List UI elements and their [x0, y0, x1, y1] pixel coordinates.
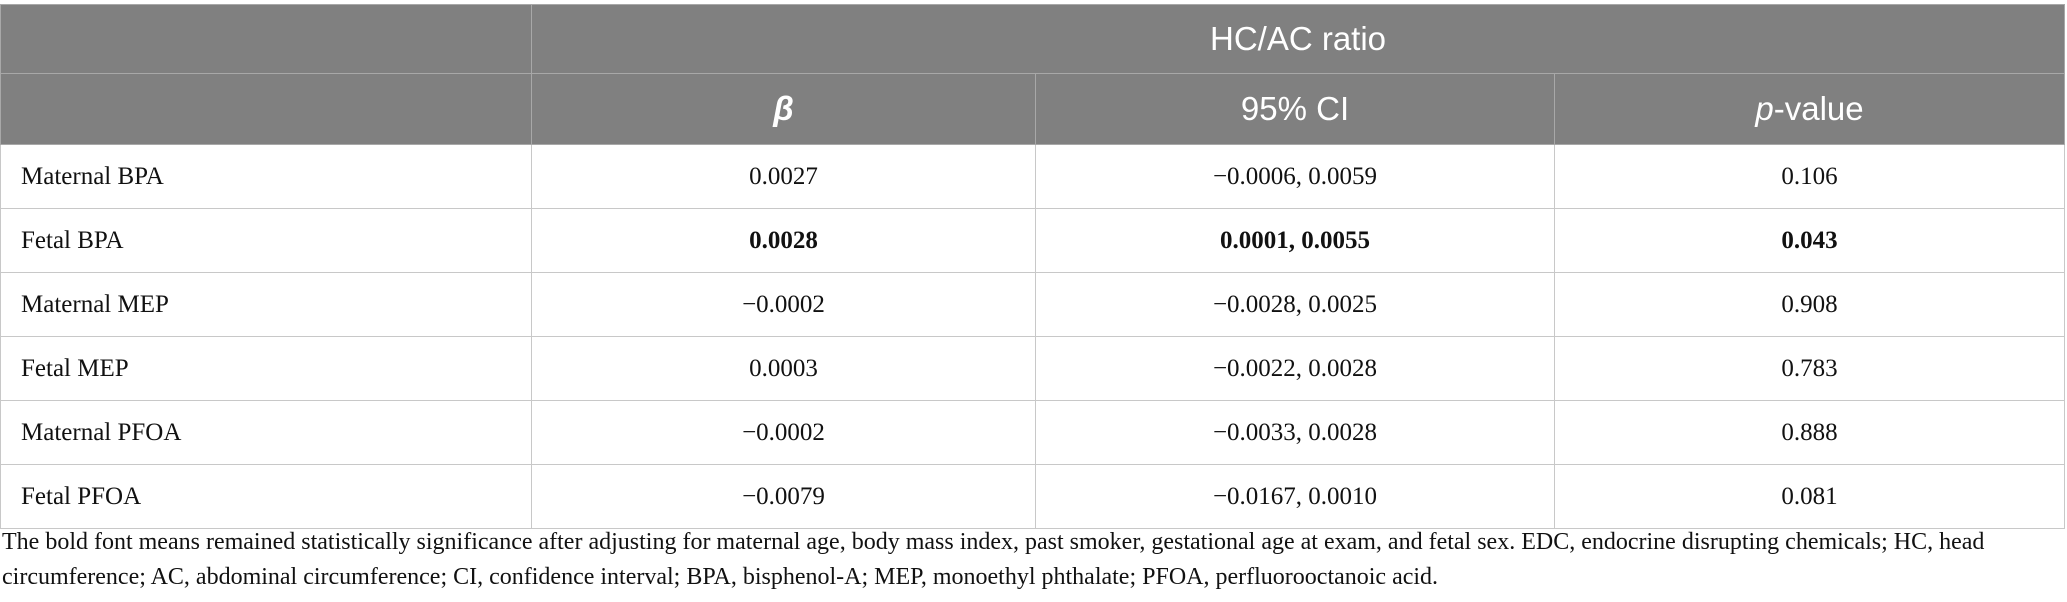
footnote: The bold font means remained statistical…: [2, 529, 1985, 590]
row-label: Maternal PFOA: [0, 400, 532, 465]
table-row: Fetal PFOA −0.0079 −0.0167, 0.0010 0.081: [0, 464, 2066, 529]
cell: 0.081: [1553, 464, 2066, 529]
row-label: Fetal MEP: [0, 336, 532, 401]
cell: −0.0033, 0.0028: [1035, 400, 1555, 465]
column-header: β: [531, 73, 1036, 145]
results-table: HC/AC ratio β 95% CI p-value Maternal BPA 0…: [0, 4, 2066, 529]
cell: −0.0002: [531, 272, 1036, 337]
empty-header: [0, 4, 532, 74]
cell: 0.0027: [531, 144, 1036, 209]
cell: 0.0001, 0.0055: [1035, 208, 1555, 273]
cell: −0.0002: [531, 400, 1036, 465]
column-header-text: 95% CI: [1240, 90, 1350, 127]
table-body: Maternal BPA 0.0027 −0.0006, 0.0059 0.106 Fe…: [0, 144, 2066, 529]
cell: 0.106: [1553, 144, 2066, 209]
table-row: Fetal MEP 0.0003 −0.0022, 0.0028 0.783: [0, 336, 2066, 401]
cell: 0.0003: [531, 336, 1036, 401]
table-row: Maternal BPA 0.0027 −0.0006, 0.0059 0.106: [0, 144, 2066, 209]
cell: 0.783: [1553, 336, 2066, 401]
column-header: 95% CI: [1035, 73, 1555, 145]
table-row: Fetal BPA 0.0028 0.0001, 0.0055 0.043: [0, 208, 2066, 273]
cell: 0.0028: [531, 208, 1036, 273]
column-header-row: β 95% CI p-value: [0, 73, 2066, 145]
cell: 0.908: [1553, 272, 2066, 337]
group-header: HC/AC ratio: [530, 4, 2066, 74]
column-header-text: -value: [1773, 90, 1864, 127]
row-label: Maternal BPA: [0, 144, 532, 209]
empty-header: [0, 73, 532, 145]
cell: 0.888: [1553, 400, 2066, 465]
group-header-row: HC/AC ratio: [0, 4, 2066, 74]
row-label: Fetal PFOA: [0, 464, 532, 529]
column-header-text: β: [773, 90, 794, 127]
column-header: p-value: [1553, 73, 2066, 145]
cell: −0.0167, 0.0010: [1035, 464, 1555, 529]
cell: 0.043: [1553, 208, 2066, 273]
cell: −0.0022, 0.0028: [1035, 336, 1555, 401]
column-header-italic: p: [1755, 90, 1774, 127]
cell: −0.0006, 0.0059: [1035, 144, 1555, 209]
row-label: Maternal MEP: [0, 272, 532, 337]
table-row: Maternal PFOA −0.0002 −0.0033, 0.0028 0.888: [0, 400, 2066, 465]
cell: −0.0028, 0.0025: [1035, 272, 1555, 337]
row-label: Fetal BPA: [0, 208, 532, 273]
cell: −0.0079: [531, 464, 1036, 529]
table-row: Maternal MEP −0.0002 −0.0028, 0.0025 0.908: [0, 272, 2066, 337]
